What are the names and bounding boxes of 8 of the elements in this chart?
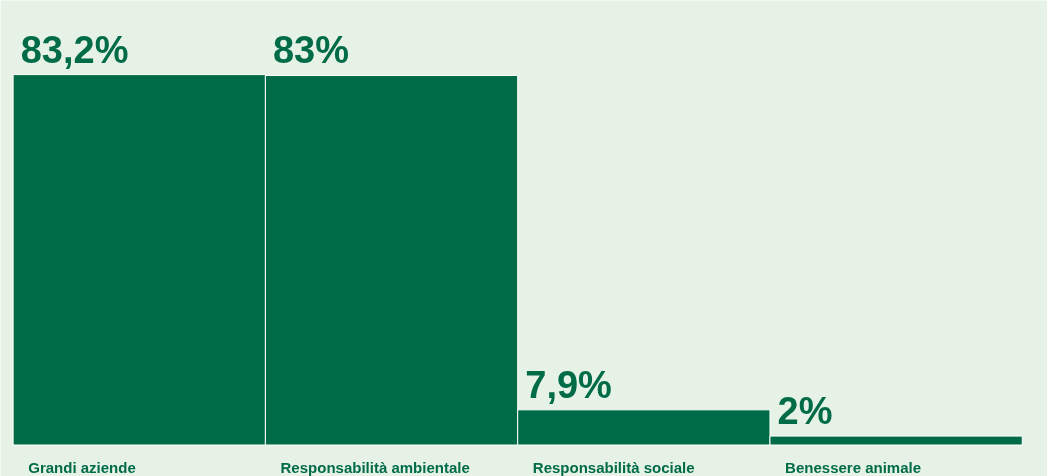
data-label: 83,2% (20, 28, 129, 71)
x-tick-label: Grandi aziende (28, 459, 136, 476)
x-tick-label: Benessere animale (785, 459, 922, 476)
data-label: 7,9% (525, 363, 612, 406)
x-tick-label: Responsabilità sociale (532, 459, 695, 476)
x-tick-label: Responsabilità ambientale (280, 459, 470, 476)
data-label: 2% (777, 390, 833, 433)
data-label: 83% (272, 29, 350, 72)
